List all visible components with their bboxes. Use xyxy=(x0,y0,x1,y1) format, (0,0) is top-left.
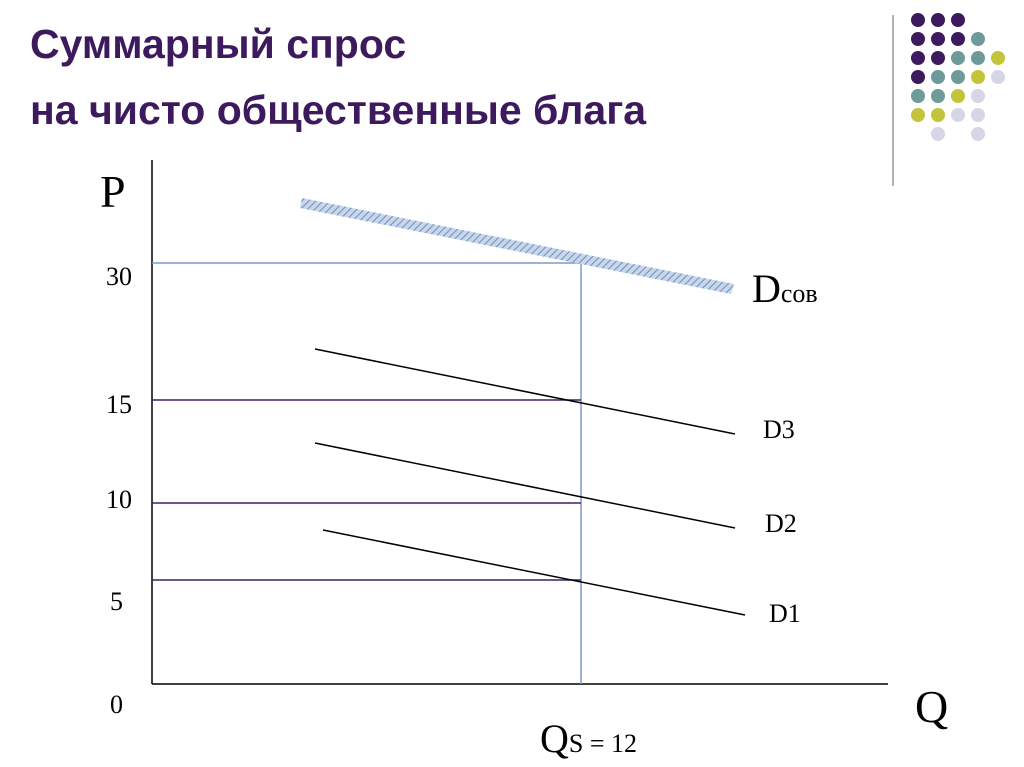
decor-dots xyxy=(911,13,1005,141)
curve-label: Dсов xyxy=(752,266,818,311)
decor-dot xyxy=(951,13,965,27)
decor-dot xyxy=(971,89,985,103)
decor-dot xyxy=(911,51,925,65)
decor-dot xyxy=(951,70,965,84)
decor-dot xyxy=(971,127,985,141)
x-axis-label: Q xyxy=(915,681,948,732)
decor-dot xyxy=(971,108,985,122)
decor-dot xyxy=(951,51,965,65)
curve-label-sub: сов xyxy=(781,279,818,308)
decor-dot xyxy=(951,108,965,122)
decor-dot xyxy=(971,51,985,65)
decor-dot xyxy=(931,51,945,65)
curve xyxy=(322,529,746,616)
origin-label: 0 xyxy=(110,690,123,719)
decor-dot xyxy=(931,32,945,46)
title-line: на чисто общественные блага xyxy=(30,87,647,133)
decor-dot xyxy=(911,13,925,27)
decor-dot xyxy=(911,108,925,122)
decor-dot xyxy=(991,70,1005,84)
decor-dot xyxy=(931,70,945,84)
decor-dot xyxy=(931,89,945,103)
decor-dot xyxy=(931,127,945,141)
title-line: Суммарный спрос xyxy=(30,21,406,67)
curve-label-main: D xyxy=(752,266,781,311)
x-marker-label: QS = 12 xyxy=(540,716,637,761)
y-tick-label: 30 xyxy=(106,262,132,291)
y-axis-label: P xyxy=(100,166,126,217)
y-tick-label: 15 xyxy=(106,390,132,419)
decor-dot xyxy=(931,13,945,27)
decor-dot xyxy=(911,70,925,84)
curve-label: D3 xyxy=(763,415,795,444)
decor-dot xyxy=(951,32,965,46)
decor-dot xyxy=(971,32,985,46)
curve-total xyxy=(300,198,734,294)
decor-dot xyxy=(911,32,925,46)
decor-dot xyxy=(971,70,985,84)
decor-dot xyxy=(991,51,1005,65)
x-marker-sub: S = 12 xyxy=(569,729,637,758)
curve xyxy=(314,348,736,435)
y-tick-label: 10 xyxy=(106,485,132,514)
decor-dot xyxy=(951,89,965,103)
y-tick-label: 5 xyxy=(110,587,123,616)
curve-label: D1 xyxy=(769,599,801,628)
curve-label: D2 xyxy=(765,509,797,538)
decor-dot xyxy=(911,89,925,103)
curve xyxy=(314,442,736,529)
decor-dot xyxy=(931,108,945,122)
x-marker-main: Q xyxy=(540,716,569,761)
